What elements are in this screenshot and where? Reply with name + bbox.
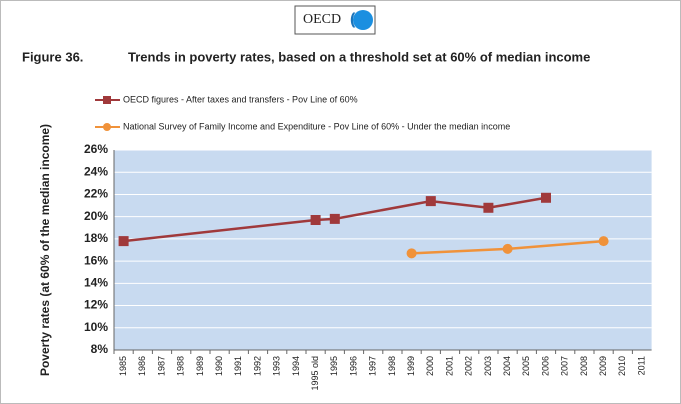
point (310, 215, 321, 225)
x-tick-label: 2002 (464, 356, 474, 376)
point (541, 192, 551, 203)
point (483, 202, 494, 213)
y-tick-label: 14% (84, 276, 108, 290)
x-tick-label: 1991 (233, 356, 243, 376)
legend-label: National Survey of Family Income and Exp… (123, 121, 510, 131)
x-tick-label: 1989 (195, 356, 205, 376)
point (598, 236, 609, 247)
x-tick-label: 1985 (118, 356, 128, 376)
x-tick-label: 2000 (425, 356, 435, 376)
x-tick-label: 1988 (176, 356, 186, 376)
y-tick-label: 16% (84, 253, 108, 267)
point (425, 196, 436, 207)
logo-circle (353, 10, 373, 30)
x-tick-label: 2004 (502, 356, 512, 376)
x-tick-label: 2009 (598, 356, 608, 376)
x-tick-label: 2011 (636, 356, 646, 375)
x-tick-label: 1996 (348, 356, 358, 376)
legend-marker (103, 96, 111, 104)
point (406, 248, 417, 259)
x-tick-label: 2010 (617, 356, 627, 376)
x-tick-label: 2001 (444, 356, 454, 376)
x-tick-label: 1993 (272, 356, 282, 376)
y-tick-label: 22% (84, 187, 108, 201)
legend-marker (103, 123, 111, 131)
x-tick-label: 1995 old (310, 356, 320, 391)
figure-label: Figure 36. (22, 49, 83, 64)
x-tick-label: 1994 (291, 356, 301, 376)
x-tick-label: 1995 (329, 356, 339, 376)
x-tick-label: 1987 (156, 356, 166, 376)
y-tick-label: 26% (84, 142, 108, 156)
x-tick-label: 1992 (252, 356, 262, 376)
chart-title: Trends in poverty rates, based on a thre… (128, 49, 590, 64)
x-tick-label: 2003 (483, 356, 493, 376)
x-tick-label: 1990 (214, 356, 224, 376)
series-line (123, 196, 547, 243)
y-axis-label: Poverty rates (at 60% of the median inco… (38, 124, 52, 376)
x-tick-label: 1998 (387, 356, 397, 376)
point (329, 213, 340, 224)
legend-label: OECD figures - After taxes and transfers… (123, 94, 358, 104)
y-tick-label: 10% (84, 320, 108, 334)
point (502, 243, 513, 254)
x-tick-label: 2006 (540, 356, 550, 376)
y-tick-label: 18% (84, 231, 108, 245)
x-tick-label: 2005 (521, 356, 531, 376)
x-tick-label: 2007 (560, 356, 570, 376)
x-tick-label: 1986 (137, 356, 147, 376)
y-tick-label: 12% (84, 298, 108, 312)
y-tick-label: 24% (84, 164, 108, 178)
y-tick-label: 20% (84, 209, 108, 223)
x-tick-label: 1999 (406, 356, 416, 376)
y-tick-label: 8% (91, 342, 109, 356)
point (118, 236, 129, 247)
x-tick-label: 1997 (368, 356, 378, 376)
plot-area (114, 150, 652, 350)
logo: OECD (303, 12, 341, 27)
x-tick-label: 2008 (579, 356, 589, 376)
